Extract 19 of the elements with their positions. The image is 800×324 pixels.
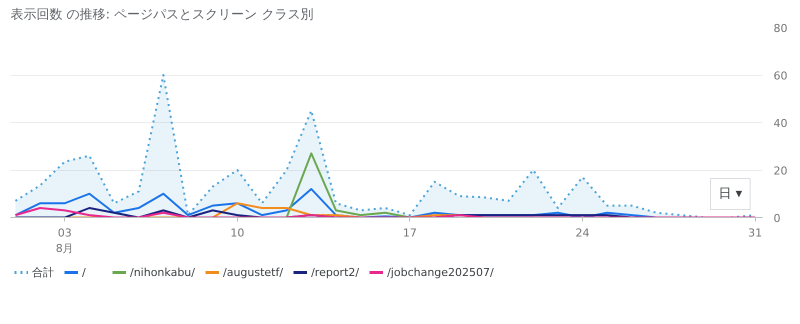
legend-label: /report2/ xyxy=(311,266,360,278)
y-tick-label: 20 xyxy=(774,164,788,178)
legend-label: /nihonkabu/ xyxy=(130,266,195,278)
y-tick-label: 0 xyxy=(774,212,780,225)
x-tick-label: 31 xyxy=(748,226,762,240)
y-tick-label: 80 xyxy=(774,22,788,35)
x-tick-label: 03 8月 xyxy=(56,226,74,256)
chart-title: 表示回数 の推移: ページパスとスクリーン クラス別 xyxy=(10,8,314,22)
line-series xyxy=(286,152,411,218)
y-tick-label: 40 xyxy=(774,117,788,130)
x-tick-label: 17 xyxy=(402,226,417,240)
legend-label: /augustetf/ xyxy=(223,266,284,278)
x-tick-label: 24 xyxy=(576,226,590,240)
x-tick-label: 10 xyxy=(230,226,244,240)
y-tick-label: 60 xyxy=(774,70,788,82)
annotation: 日 ▾ xyxy=(718,186,743,202)
legend-label: / xyxy=(82,266,87,278)
legend-label: /jobchange202507/ xyxy=(387,266,494,278)
legend-label: 合計 xyxy=(32,264,54,280)
